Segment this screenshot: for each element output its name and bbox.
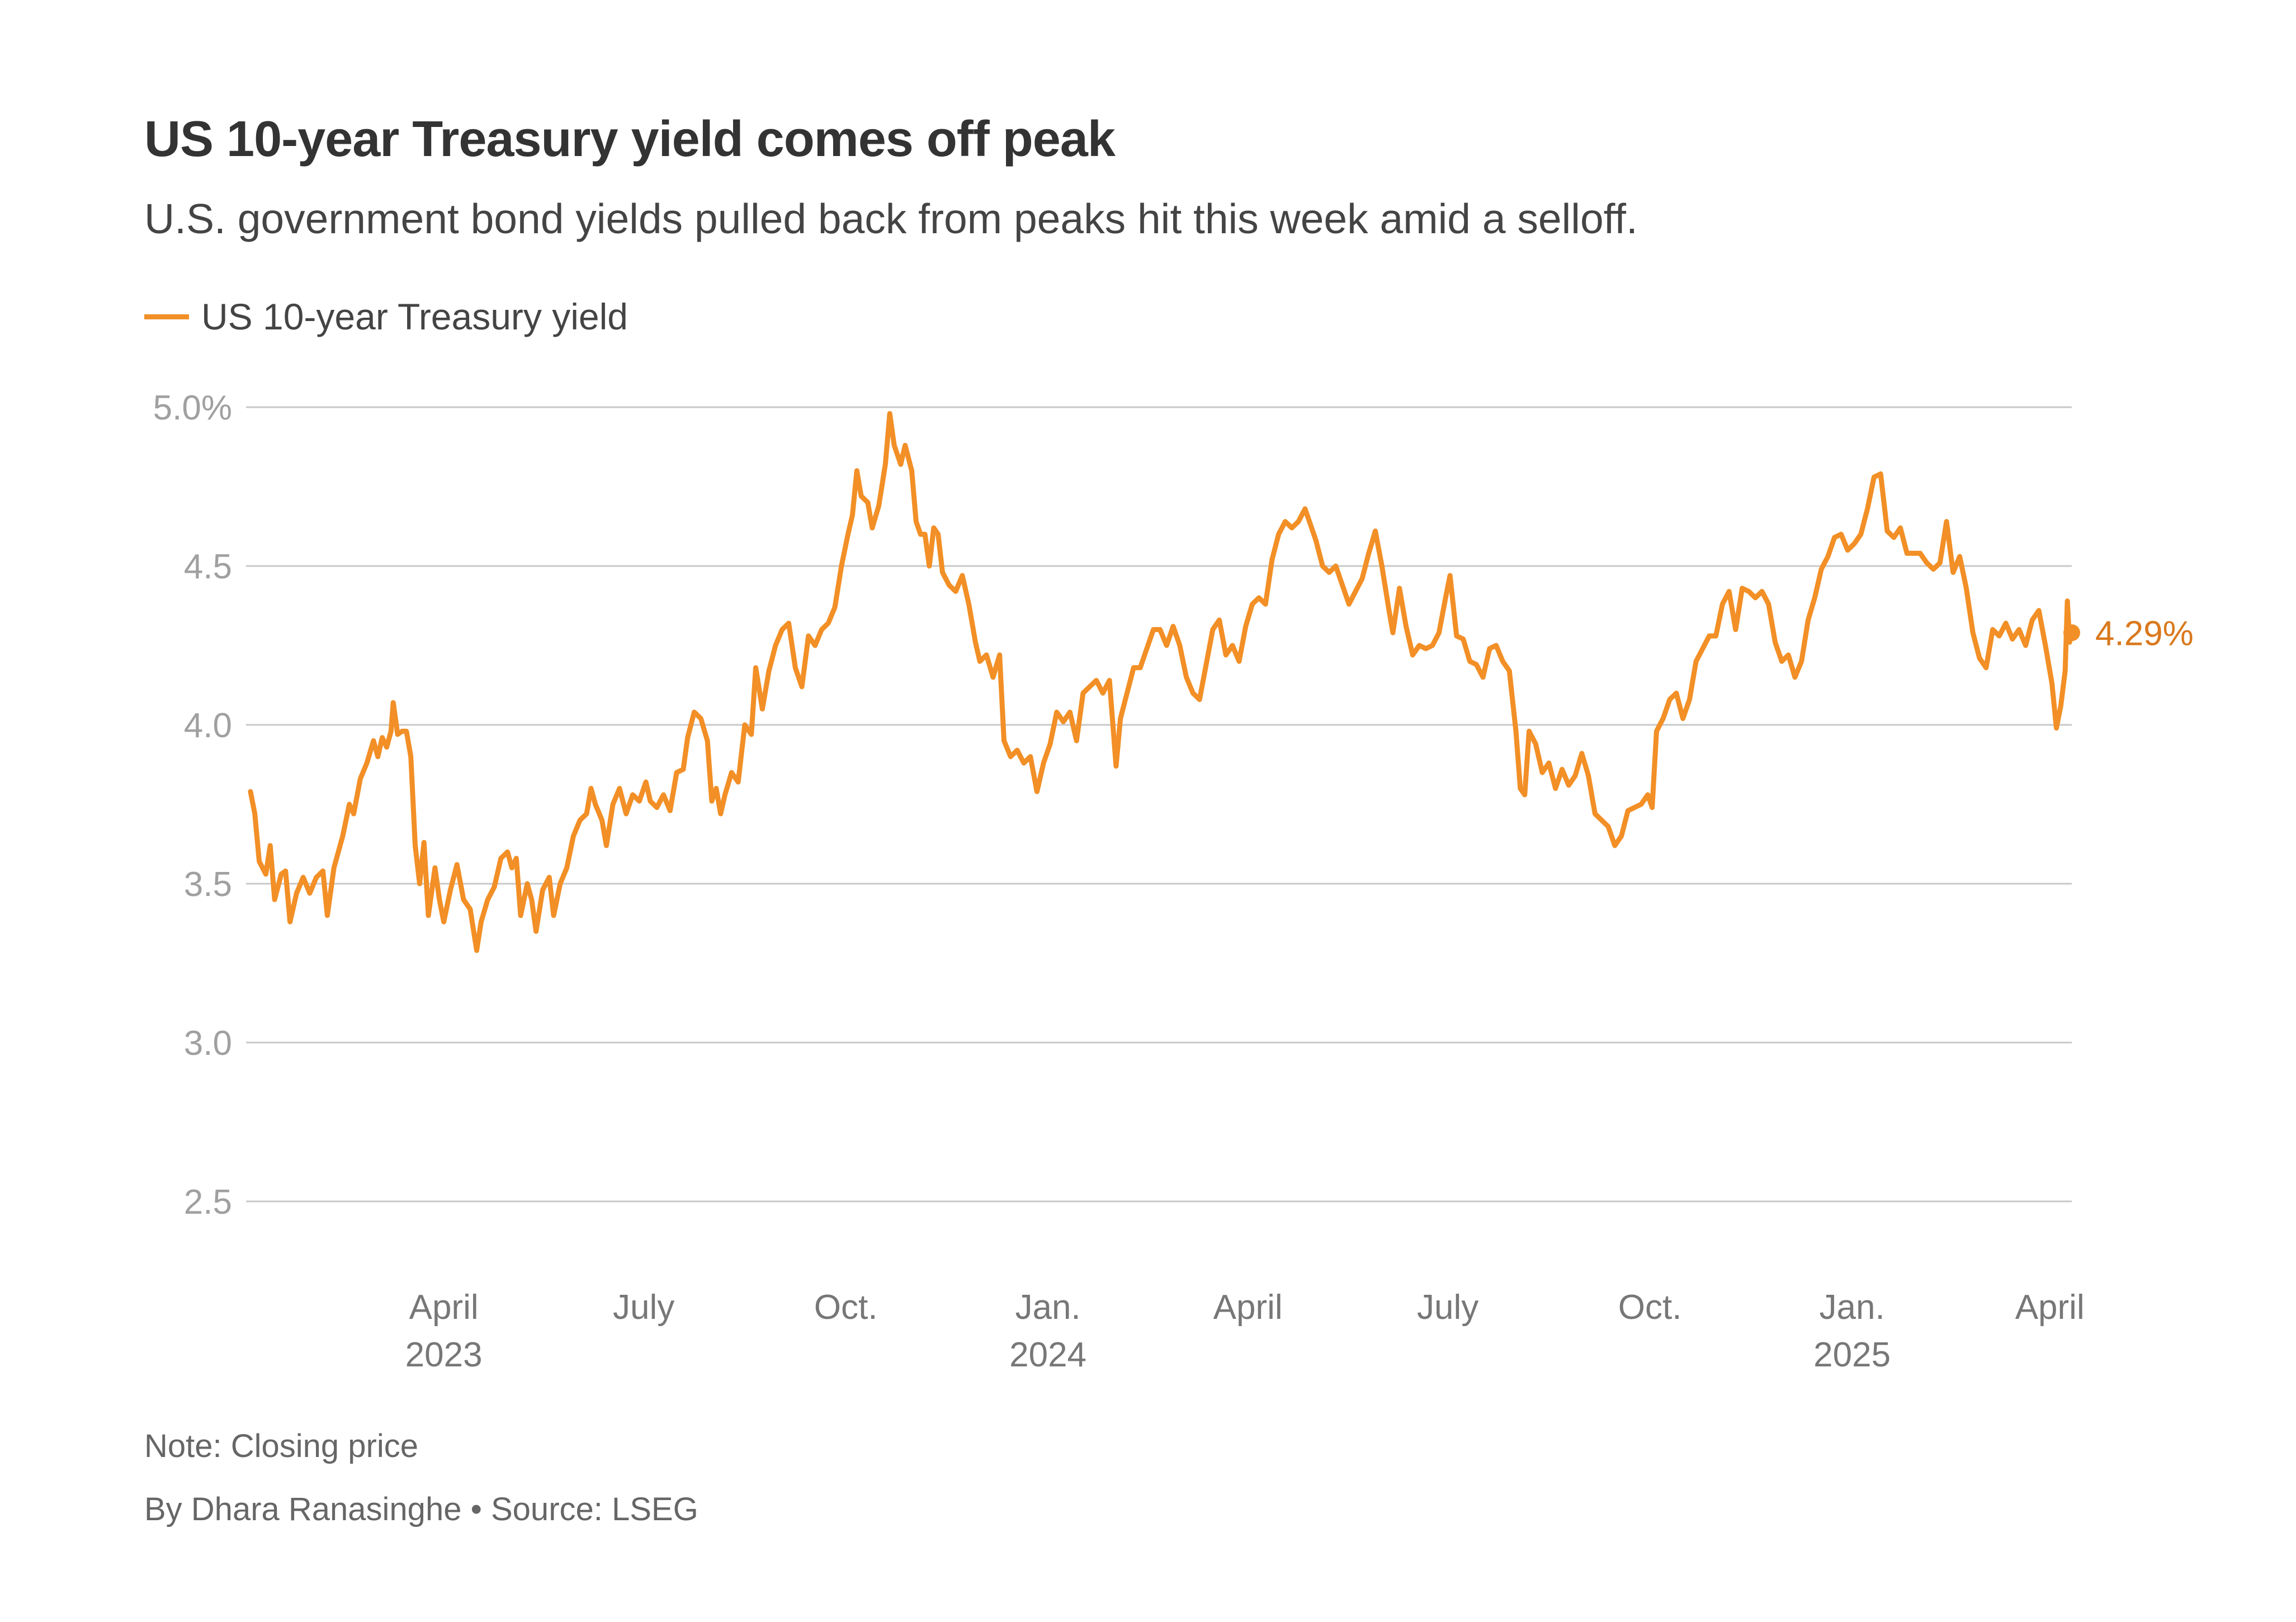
x-tick-year-label: 2025	[1813, 1336, 1891, 1374]
x-tick-label: April	[2015, 1288, 2085, 1327]
series-layer: 4.29%	[248, 411, 2194, 953]
x-tick-label: Jan.	[1819, 1288, 1884, 1327]
legend-swatch	[144, 314, 189, 319]
legend-label: US 10-year Treasury yield	[201, 296, 628, 337]
series-line-treasury-yield	[248, 411, 2075, 953]
y-tick-label: 3.5	[184, 865, 232, 904]
chart-legend: US 10-year Treasury yield	[144, 295, 628, 338]
chart-title: US 10-year Treasury yield comes off peak	[144, 111, 1116, 167]
y-tick-label: 4.5	[184, 548, 232, 586]
end-point-marker	[2063, 624, 2080, 642]
footnote: Note: Closing price	[144, 1428, 418, 1464]
x-tick-label: July	[1417, 1288, 1478, 1327]
x-tick-year-label: 2023	[405, 1336, 483, 1374]
y-tick-label: 5.0%	[153, 389, 232, 427]
x-tick-label: Jan.	[1015, 1288, 1080, 1327]
y-tick-label: 4.0	[184, 706, 232, 745]
chart-subtitle: U.S. government bond yields pulled back …	[144, 195, 1638, 242]
x-tick-label: April	[409, 1288, 479, 1327]
end-value-label: 4.29%	[2095, 614, 2194, 653]
y-tick-label: 2.5	[184, 1183, 232, 1222]
x-tick-label: April	[1213, 1288, 1283, 1327]
gridlines	[246, 406, 2072, 1203]
source-credit: By Dhara Ranasinghe • Source: LSEG	[144, 1491, 698, 1527]
y-axis-ticks: 5.0% 4.5 4.0 3.5 3.0 2.5	[153, 389, 232, 1222]
x-axis-ticks: April 2023 July Oct. Jan. 2024 April July Oct. Ja…	[405, 1288, 2085, 1374]
x-tick-label: Oct.	[1618, 1288, 1682, 1327]
x-tick-year-label: 2024	[1009, 1336, 1086, 1374]
x-tick-label: Oct.	[814, 1288, 878, 1327]
y-tick-label: 3.0	[184, 1024, 232, 1063]
x-tick-label: July	[613, 1288, 674, 1327]
